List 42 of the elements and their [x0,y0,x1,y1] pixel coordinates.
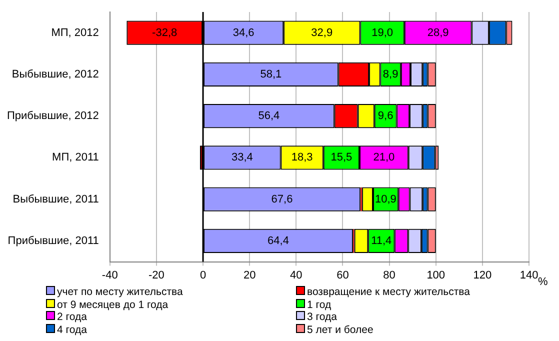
data-label: 10,9 [374,193,396,206]
data-label: -32,8 [152,26,178,39]
x-tick-label: 20 [243,269,256,282]
y-tick-label: МП, 2012 [51,26,99,39]
data-label: 34,6 [232,26,254,39]
data-label: 32,9 [311,26,333,39]
x-tick-label: 40 [290,269,302,282]
data-label: 21,0 [373,152,395,164]
legend-label: возвращение к месту жительства [306,286,471,298]
data-label: 58,1 [260,68,282,80]
data-label: 9,6 [378,110,394,122]
legend-label: 1 год [306,298,332,311]
x-tick-label: -40 [102,269,118,282]
y-tick-label: МП, 2011 [52,152,99,164]
data-label: 15,5 [330,152,352,164]
legend-label: 3 года [306,311,338,324]
x-axis-title: % [538,276,548,288]
data-label: 56,4 [258,110,280,122]
data-label: 19,0 [372,26,394,39]
y-tick-label: Прибывшие, 2012 [7,110,99,122]
y-tick-label: Выбывшие, 2011 [12,193,99,206]
x-tick-label: 0 [200,269,206,282]
x-tick-label: 140 [520,269,538,282]
legend-label: 4 года [56,324,88,336]
data-label: 33,4 [231,152,253,164]
legend-label: от 9 месяцев до 1 года [56,298,170,311]
data-label: 11,4 [371,235,392,248]
y-tick-label: Прибывшие, 2011 [8,235,99,248]
legend-label: 5 лет и более [306,324,374,336]
y-tick-label: Выбывшие, 2012 [12,68,99,80]
data-label: 18,3 [291,152,313,164]
data-label: 8,9 [382,68,398,80]
data-label: 64,4 [268,235,289,248]
x-tick-label: 120 [473,269,492,282]
x-tick-label: -20 [148,269,164,282]
legend-label: учет по месту жительства [56,286,184,298]
data-label: 28,9 [427,26,449,39]
legend-label: 2 года [56,311,88,324]
x-tick-label: 60 [336,269,349,282]
x-tick-label: 100 [426,269,446,282]
x-tick-label: 80 [383,269,396,282]
data-label: 67,6 [271,193,293,206]
